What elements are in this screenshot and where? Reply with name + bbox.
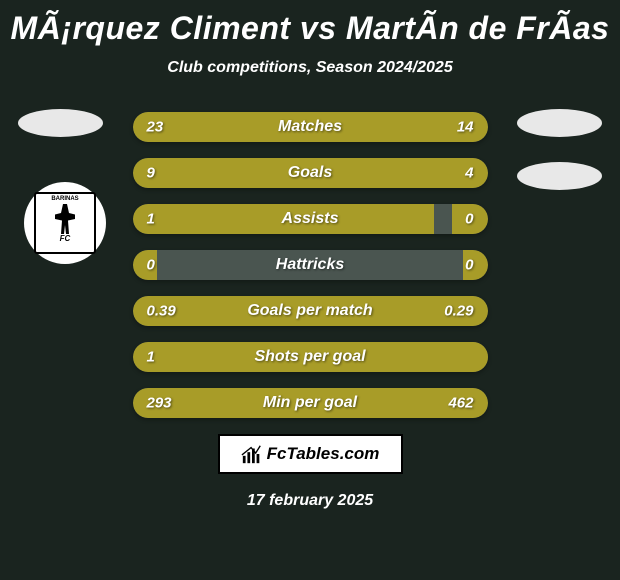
stat-row: 293 462 Min per goal (133, 388, 488, 418)
stat-value-left: 293 (147, 395, 172, 412)
stat-value-right: 462 (448, 395, 473, 412)
stat-row: 0 0 Hattricks (133, 250, 488, 280)
stat-value-left: 1 (147, 211, 155, 228)
comparison-date: 17 february 2025 (0, 492, 620, 510)
flag-badge-player2-second (517, 162, 602, 190)
stat-label: Goals per match (247, 302, 372, 320)
stat-bar-left (133, 158, 378, 188)
club-name-top: BARINAS (51, 196, 78, 202)
stat-value-right: 4 (465, 165, 473, 182)
stat-row: 1 0 Assists (133, 204, 488, 234)
chart-icon (241, 443, 263, 465)
flag-badge-player2-top (517, 109, 602, 137)
stat-value-right: 0 (465, 257, 473, 274)
club-logo-player1: BARINAS FC (24, 182, 106, 264)
stat-row: 23 14 Matches (133, 112, 488, 142)
stat-row: 0.39 0.29 Goals per match (133, 296, 488, 326)
flag-badge-player1-top (18, 109, 103, 137)
stat-value-left: 9 (147, 165, 155, 182)
stat-label: Min per goal (263, 394, 357, 412)
source-brand-text: FcTables.com (267, 444, 380, 464)
stat-value-right: 0.29 (444, 303, 473, 320)
stat-value-left: 0 (147, 257, 155, 274)
source-logo: FcTables.com (218, 434, 403, 474)
comparison-content: BARINAS FC 2314Matches94Goals10Assists00… (0, 112, 620, 418)
stat-value-left: 0.39 (147, 303, 176, 320)
stat-label: Shots per goal (254, 348, 365, 366)
stat-value-right: 0 (465, 211, 473, 228)
comparison-title: MÃ¡rquez Climent vs MartÃ­n de FrÃ­as (0, 0, 620, 47)
stat-label: Matches (278, 118, 342, 136)
stat-value-left: 23 (147, 119, 164, 136)
comparison-subtitle: Club competitions, Season 2024/2025 (0, 59, 620, 77)
club-figure-icon (55, 204, 75, 234)
stat-label: Goals (288, 164, 332, 182)
club-crest: BARINAS FC (34, 192, 96, 254)
stat-row: 9 4 Goals (133, 158, 488, 188)
stat-value-left: 1 (147, 349, 155, 366)
stat-row: 1 Shots per goal (133, 342, 488, 372)
stat-label: Hattricks (276, 256, 344, 274)
stats-bars-container: 23 14 Matches 9 4 Goals 1 0 Assists 0 0 Hattricks 0.… (133, 112, 488, 418)
stat-label: Assists (282, 210, 339, 228)
club-name-bottom: FC (60, 234, 71, 243)
stat-value-right: 14 (457, 119, 474, 136)
